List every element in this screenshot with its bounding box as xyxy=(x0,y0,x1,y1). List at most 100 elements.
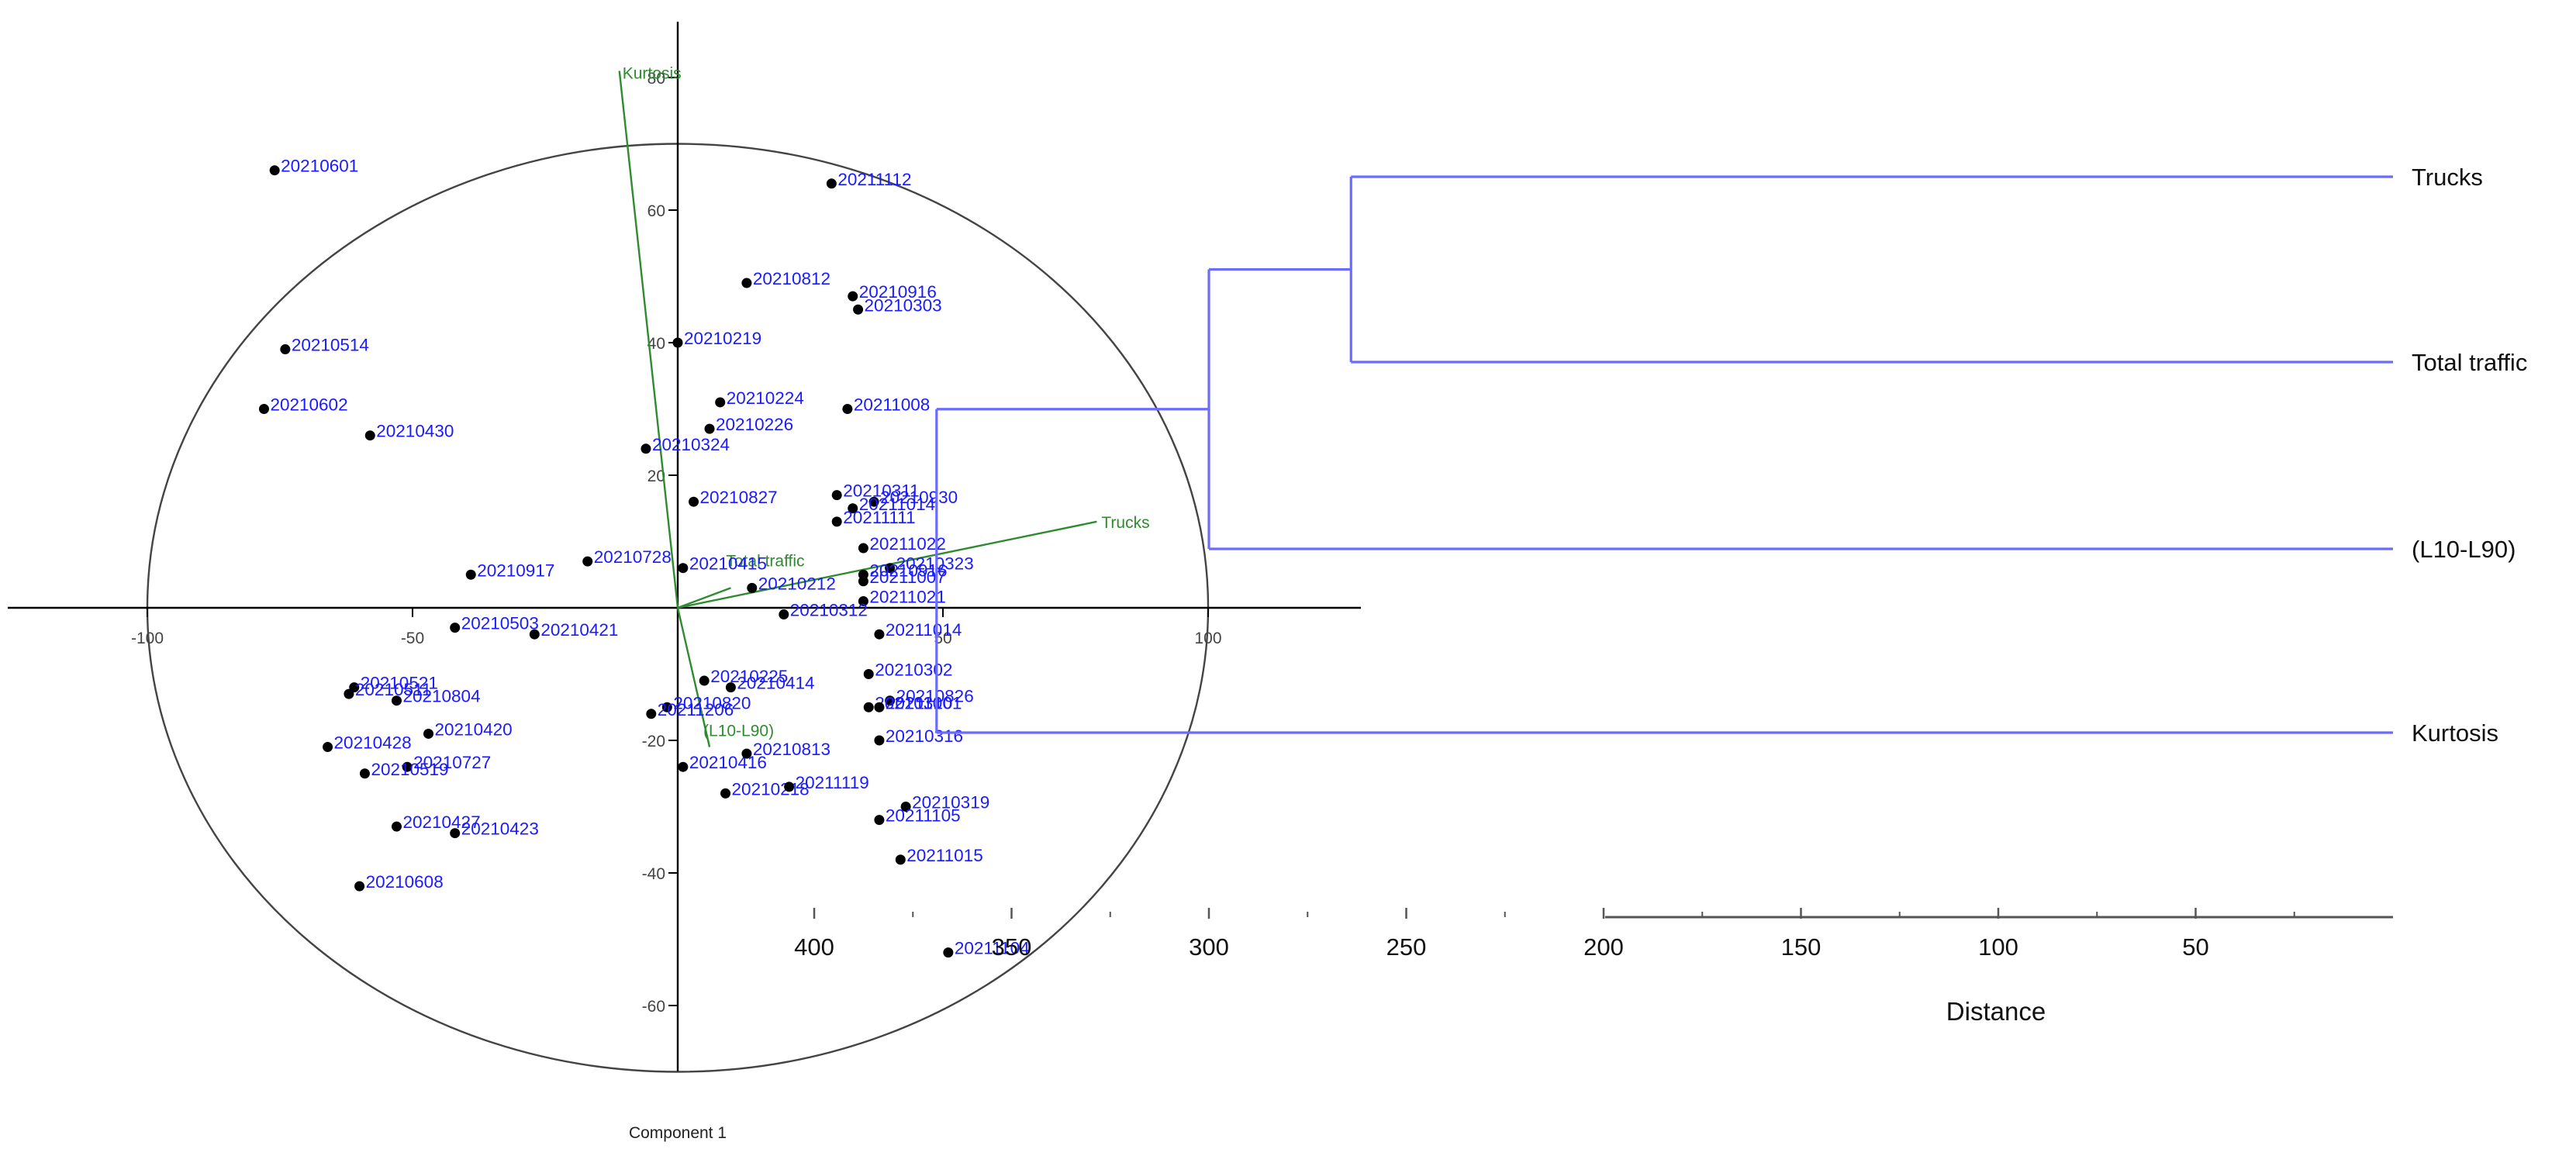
x-tick-label: 50 xyxy=(934,630,951,647)
data-point xyxy=(779,609,789,620)
x-tick-label: 100 xyxy=(1194,630,1221,647)
data-point xyxy=(784,781,795,792)
data-point xyxy=(529,629,540,640)
data-point xyxy=(678,761,689,772)
data-point xyxy=(842,404,853,414)
data-point xyxy=(720,788,731,799)
point-label: 20210602 xyxy=(270,395,347,415)
data-point xyxy=(258,404,269,414)
point-label: 20211105 xyxy=(886,806,961,826)
distance-axis-title: Distance xyxy=(1946,997,2046,1026)
point-label: 20211014 xyxy=(859,495,935,514)
point-label: 20210916 xyxy=(869,561,947,580)
data-point xyxy=(699,675,710,686)
loading-vector xyxy=(618,71,679,609)
data-point xyxy=(450,828,461,839)
point-label: 20210930 xyxy=(880,488,958,507)
point-label: 20210427 xyxy=(402,812,480,832)
data-point xyxy=(359,768,370,779)
data-point xyxy=(391,695,402,706)
data-point xyxy=(868,496,879,507)
point-label: 20210312 xyxy=(790,601,868,620)
point-label: 20210430 xyxy=(376,422,454,441)
point-label: 20210316 xyxy=(886,726,963,746)
data-point xyxy=(423,728,434,739)
point-label: 20210503 xyxy=(461,614,539,633)
loading-label: (L10-L90) xyxy=(703,723,774,740)
point-label: 20210812 xyxy=(753,269,830,288)
point-label: 20210827 xyxy=(700,488,778,507)
data-point xyxy=(848,503,858,514)
point-label: 20210428 xyxy=(334,733,412,753)
y-tick-label: 80 xyxy=(647,70,665,88)
point-label: 20211112 xyxy=(837,170,911,189)
data-point xyxy=(858,543,868,554)
data-point xyxy=(853,304,864,315)
data-point xyxy=(848,291,858,302)
data-point xyxy=(689,496,699,507)
distance-tick-label: 400 xyxy=(794,933,834,961)
point-label: 20210303 xyxy=(865,295,942,315)
point-label: 20210225 xyxy=(710,667,788,686)
point-label: 20210514 xyxy=(292,336,369,355)
distance-tick-label: 300 xyxy=(1189,933,1229,961)
point-label: 20210813 xyxy=(753,740,830,759)
distance-tick-label: 50 xyxy=(2182,933,2208,961)
data-point xyxy=(831,516,842,527)
y-tick-label: -20 xyxy=(642,733,665,750)
x-tick-label: -100 xyxy=(131,630,164,647)
data-point xyxy=(364,430,375,441)
point-label: 20210804 xyxy=(402,687,480,706)
point-label: 20211022 xyxy=(869,534,945,554)
point-label: 20210415 xyxy=(689,554,767,574)
point-label: 20210224 xyxy=(727,388,804,408)
point-label: 20210302 xyxy=(875,661,952,680)
data-point xyxy=(715,397,726,408)
data-point xyxy=(450,623,461,633)
leaf-label: Kurtosis xyxy=(2412,719,2498,747)
data-point xyxy=(280,344,291,355)
point-label: 20210608 xyxy=(366,872,444,892)
data-point xyxy=(826,178,837,189)
y-tick-label: 20 xyxy=(647,467,665,485)
point-label: 20210414 xyxy=(737,674,814,693)
x-axis-title: Component 1 xyxy=(629,1124,727,1142)
data-point xyxy=(747,582,758,593)
point-label: 20210218 xyxy=(732,779,810,799)
point-label: 20210324 xyxy=(652,435,730,454)
point-label: 20210219 xyxy=(684,329,761,348)
distance-tick-label: 150 xyxy=(1781,933,1822,961)
point-label: 20210728 xyxy=(594,547,672,567)
y-tick-label: 40 xyxy=(647,335,665,353)
distance-tick-label: 200 xyxy=(1583,933,1624,961)
point-label: 20210820 xyxy=(673,693,751,712)
data-point xyxy=(678,563,689,574)
distance-tick-label: 100 xyxy=(1978,933,2018,961)
data-point xyxy=(943,947,954,958)
data-point xyxy=(344,688,354,699)
data-point xyxy=(465,569,476,580)
point-label: 20210423 xyxy=(461,819,539,839)
point-label: 20211007 xyxy=(869,567,945,587)
data-point xyxy=(582,556,593,567)
point-label: 20210826 xyxy=(896,687,974,706)
point-label: 20210601 xyxy=(281,157,358,176)
data-point xyxy=(863,669,874,679)
dendrogram: Trucks Total traffic (L10-L90) Kurtosis 400 3… xyxy=(794,164,2527,1026)
data-point xyxy=(725,682,736,693)
loading-vector xyxy=(676,607,711,747)
loading-label: Trucks xyxy=(1101,514,1149,532)
leaf-label: (L10-L90) xyxy=(2412,536,2516,563)
point-label: 20210420 xyxy=(435,719,513,739)
loading-vector xyxy=(677,587,731,609)
data-point xyxy=(885,695,896,706)
data-point xyxy=(741,278,752,288)
point-label: 20211014 xyxy=(886,620,962,640)
data-point xyxy=(704,423,715,434)
data-point xyxy=(646,709,657,719)
point-label: 20210421 xyxy=(540,620,618,640)
loading-label: Total traffic xyxy=(726,552,804,570)
distance-tick-label: 250 xyxy=(1386,933,1427,961)
point-label: 20210311 xyxy=(843,481,919,501)
